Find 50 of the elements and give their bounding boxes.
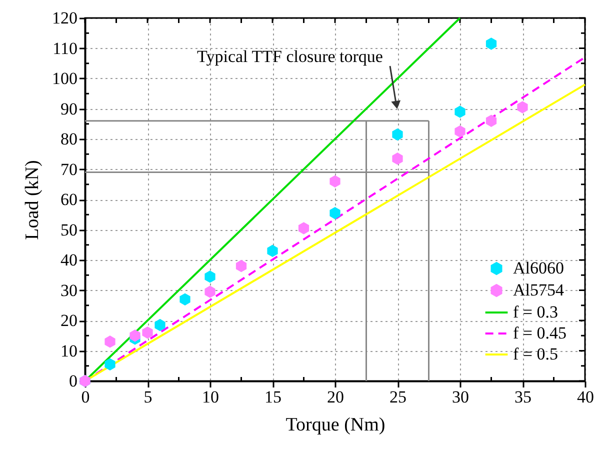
point [204,270,216,283]
point [130,330,140,342]
point [330,175,340,188]
y-tick-label: 30 [60,280,78,300]
point [204,286,216,298]
legend-label: Al5754 [513,280,564,300]
point [180,293,190,306]
y-tick-label: 0 [69,372,78,390]
point [486,114,497,127]
x-tick-label: 15 [264,388,282,406]
y-tick-label: 50 [60,220,78,240]
y-tick-label: 80 [60,130,78,148]
legend-label: f = 0.3 [513,302,558,322]
x-tick-label: 35 [514,388,532,406]
x-tick-label: 25 [390,388,406,406]
point [454,125,466,138]
y-tick-label: 70 [60,160,78,179]
x-tick-label: 20 [327,388,344,406]
x-tick-label: 30 [452,388,469,406]
y-tick-label: 100 [52,69,78,88]
point [392,128,403,141]
y-tick-label: 120 [52,8,78,28]
annotation: Typical TTF closure torque [197,47,383,66]
point [154,318,166,332]
point [517,101,528,114]
y-tick-label: 20 [60,311,78,330]
y-tick-label: 10 [60,341,78,360]
point [267,244,278,258]
y-tick-label: 40 [60,250,78,270]
point [104,358,116,370]
y-tick-label: 60 [60,190,78,209]
point [330,206,340,220]
point [104,336,116,348]
y-tick-label: 90 [60,99,78,118]
y-axis-title: Load (kN) [22,160,43,240]
point [486,38,497,50]
point [236,260,247,272]
point [454,106,466,118]
point [298,222,310,234]
x-tick-label: 5 [144,388,152,406]
x-tick-label: 0 [81,388,90,406]
legend-label: f = 0.45 [513,324,566,342]
point [142,326,153,339]
x-tick-label: 40 [577,388,594,406]
point [392,152,403,165]
x-tick-label: 10 [202,388,219,406]
x-axis-title: Torque (Nm) [286,414,386,436]
legend-label: Al6060 [513,258,564,278]
legend-label: f = 0.5 [513,344,558,364]
y-tick-label: 110 [52,38,78,58]
